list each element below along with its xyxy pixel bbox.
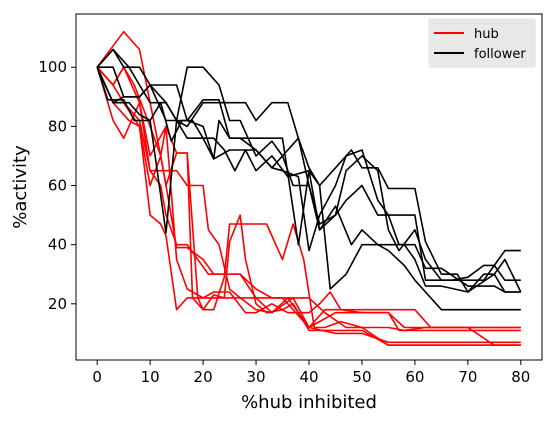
hub-series-line-3 <box>96 66 521 347</box>
y-tick-label: 60 <box>48 177 67 195</box>
hub-series-line-6 <box>96 66 521 329</box>
follower-series-line-10 <box>96 66 521 293</box>
x-tick-label: 80 <box>511 368 530 386</box>
legend-box <box>428 18 536 68</box>
x-tick-label: 30 <box>246 368 265 386</box>
x-tick-label: 50 <box>352 368 371 386</box>
legend-label-hub: hub <box>474 27 499 42</box>
hub-series-line-5 <box>96 66 521 332</box>
hub-series-line-4 <box>96 66 521 347</box>
x-axis: 0 10 20 30 40 50 60 70 80 <box>92 360 530 386</box>
legend: hub follower <box>428 18 536 68</box>
x-axis-label: %hub inhibited <box>241 392 377 413</box>
follower-series-line-9 <box>96 48 521 282</box>
y-tick-label: 80 <box>48 117 67 135</box>
y-tick-label: 20 <box>48 295 67 313</box>
y-axis-label: %activity <box>10 145 31 229</box>
y-tick-label: 40 <box>48 236 67 254</box>
x-tick-label: 60 <box>405 368 424 386</box>
hub-series-line-1 <box>96 30 521 344</box>
series-layer <box>96 30 522 347</box>
x-tick-label: 20 <box>194 368 213 386</box>
legend-label-follower: follower <box>474 47 526 62</box>
y-axis: 20 40 60 80 100 <box>38 58 76 313</box>
x-tick-label: 10 <box>141 368 160 386</box>
x-tick-label: 0 <box>92 368 102 386</box>
x-tick-label: 70 <box>458 368 477 386</box>
follower-series-line-11 <box>97 66 521 293</box>
x-tick-label: 40 <box>299 368 318 386</box>
y-tick-label: 100 <box>38 58 67 76</box>
follower-series-line-12 <box>96 66 521 311</box>
